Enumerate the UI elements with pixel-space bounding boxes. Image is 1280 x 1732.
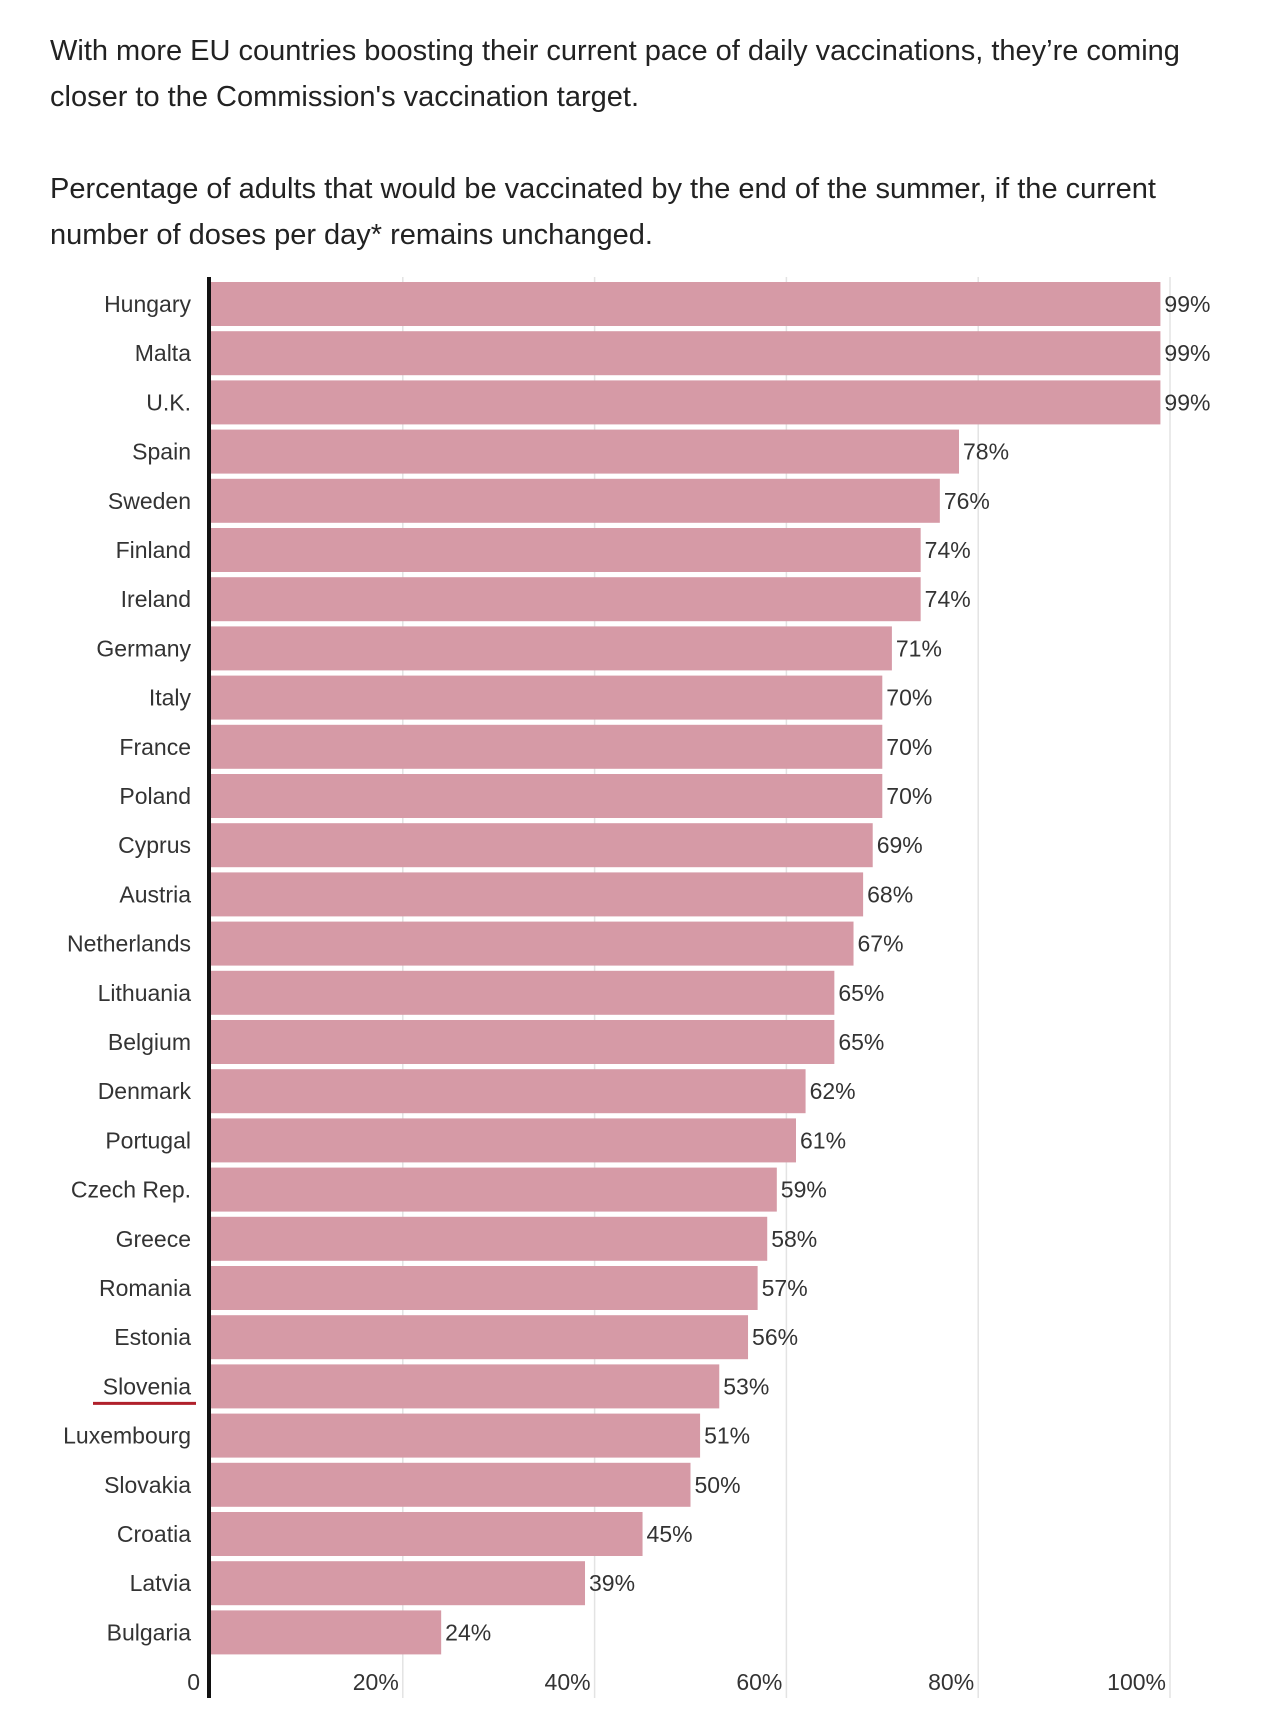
value-label: 74% [925, 586, 971, 612]
bar [211, 774, 883, 818]
value-label: 70% [886, 734, 932, 760]
bar [211, 1512, 643, 1556]
category-label: Germany [96, 635, 191, 661]
category-label: Latvia [130, 1570, 192, 1596]
bar [211, 1266, 758, 1310]
value-label: 67% [858, 931, 904, 957]
bar [211, 331, 1161, 376]
x-tick-label: 0 [187, 1669, 200, 1695]
intro-text: With more EU countries boosting their cu… [50, 35, 1180, 113]
bars [211, 282, 1161, 1655]
category-label: Portugal [105, 1127, 191, 1153]
x-tick-label: 40% [545, 1669, 591, 1695]
x-axis-ticks: 0 20% 40% 60% 80% 100% [187, 1669, 1166, 1695]
category-label: Slovakia [104, 1472, 191, 1498]
value-label: 58% [771, 1226, 817, 1252]
bar [211, 626, 892, 671]
bar [211, 1364, 720, 1409]
bar [211, 528, 921, 572]
value-label: 56% [752, 1324, 798, 1350]
bar [211, 1462, 691, 1507]
value-label: 53% [723, 1373, 769, 1399]
bar [211, 1069, 806, 1114]
category-label: Spain [132, 439, 191, 465]
value-label: 65% [838, 980, 884, 1006]
bar [211, 1315, 749, 1360]
category-label: Poland [119, 783, 191, 809]
value-label: 71% [896, 635, 942, 661]
x-tick-label: 60% [736, 1669, 782, 1695]
category-label: Estonia [114, 1324, 191, 1350]
bar [211, 429, 960, 474]
value-label: 76% [944, 488, 990, 514]
bar [211, 1561, 586, 1606]
category-label: Finland [116, 537, 191, 563]
value-label: 78% [963, 439, 1009, 465]
category-label: Croatia [117, 1521, 191, 1547]
bar [211, 380, 1161, 425]
category-label: Ireland [121, 586, 191, 612]
value-label: 99% [1164, 291, 1210, 317]
value-label: 24% [445, 1619, 491, 1645]
value-label: 45% [647, 1521, 693, 1547]
category-label: U.K. [146, 389, 191, 415]
bar [211, 478, 940, 523]
category-label: Belgium [108, 1029, 191, 1055]
bar [211, 724, 883, 769]
x-tick-label: 20% [353, 1669, 399, 1695]
bar [211, 921, 854, 966]
bar [211, 823, 873, 868]
x-tick-label: 100% [1107, 1669, 1166, 1695]
category-label: Austria [119, 881, 191, 907]
category-label: France [119, 734, 191, 760]
category-label: Greece [116, 1226, 191, 1252]
x-tick-label: 80% [928, 1669, 974, 1695]
bar [211, 675, 883, 720]
value-label: 62% [810, 1078, 856, 1104]
value-label: 51% [704, 1423, 750, 1449]
category-label: Luxembourg [63, 1423, 191, 1449]
value-label: 70% [886, 783, 932, 809]
category-label: Hungary [104, 291, 191, 317]
bar [211, 1167, 777, 1212]
value-label: 70% [886, 685, 932, 711]
value-label: 69% [877, 832, 923, 858]
bar [211, 872, 864, 917]
value-label: 39% [589, 1570, 635, 1596]
bar [211, 970, 835, 1015]
category-label: Malta [135, 340, 191, 366]
category-labels: Hungary Malta U.K. Spain Sweden Finland Irelan… [63, 291, 196, 1645]
value-label: 50% [695, 1472, 741, 1498]
bar [211, 577, 921, 622]
category-label: Italy [149, 685, 192, 711]
category-label: Lithuania [98, 980, 192, 1006]
chart-title: Percentage of adults that would be vacci… [50, 173, 1156, 251]
category-label: Cyprus [118, 832, 191, 858]
category-label: Netherlands [67, 931, 191, 957]
category-label: Sweden [108, 488, 191, 514]
category-label: Romania [99, 1275, 191, 1301]
value-label: 65% [838, 1029, 884, 1055]
bar [211, 1216, 768, 1261]
category-label: Denmark [98, 1078, 192, 1104]
value-labels: 99% 99% 99% 78% 76% 74% 74% 71% 70% 70% 70% 69% 68% 6… [445, 291, 1210, 1645]
category-label: Slovenia [103, 1373, 191, 1399]
value-label: 59% [781, 1177, 827, 1203]
value-label: 74% [925, 537, 971, 563]
value-label: 61% [800, 1127, 846, 1153]
value-label: 68% [867, 881, 913, 907]
bar [211, 1610, 442, 1655]
value-label: 99% [1164, 340, 1210, 366]
bar [211, 1118, 796, 1163]
bar [211, 1020, 835, 1064]
category-label: Czech Rep. [71, 1177, 191, 1203]
category-label: Bulgaria [107, 1619, 192, 1645]
value-label: 57% [762, 1275, 808, 1301]
bar [211, 1413, 701, 1458]
bar [211, 282, 1161, 326]
value-label: 99% [1164, 389, 1210, 415]
